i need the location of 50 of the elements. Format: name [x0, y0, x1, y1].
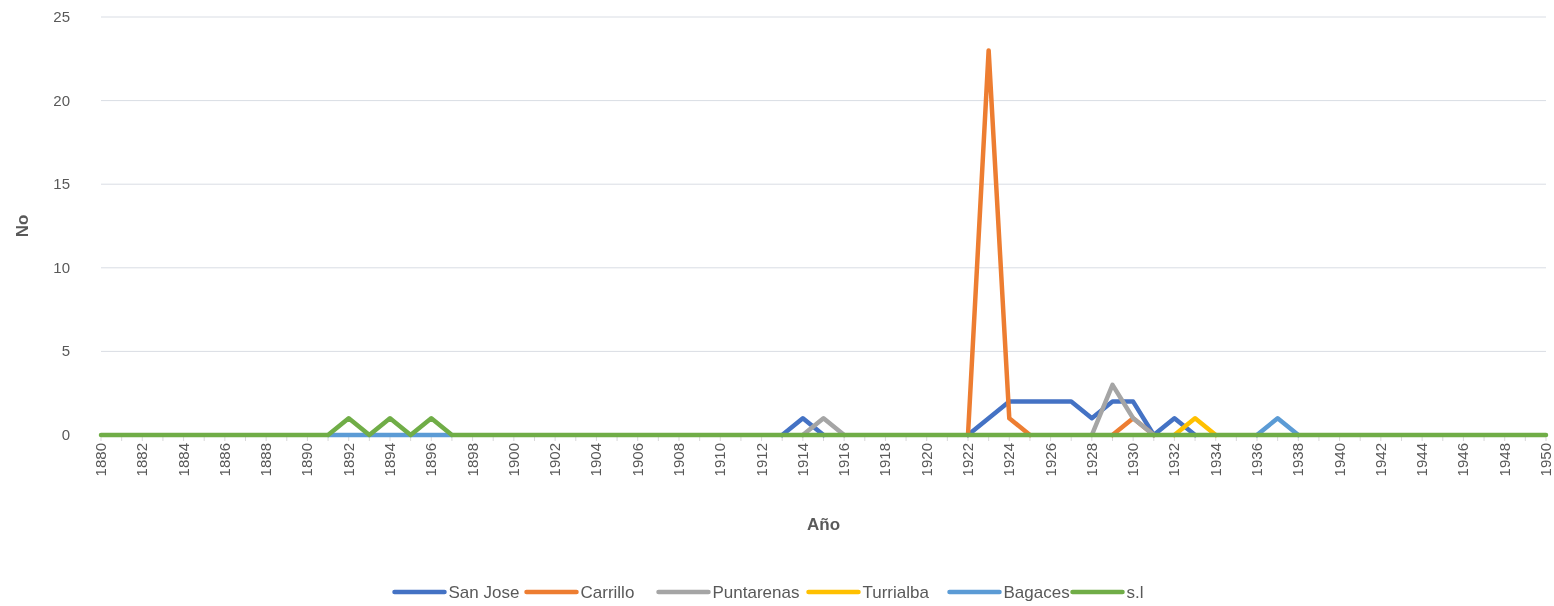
legend-label: Puntarenas — [712, 583, 800, 602]
y-tick-label: 10 — [53, 258, 70, 276]
x-tick-label: 1906 — [628, 443, 646, 477]
x-tick-label: 1934 — [1206, 443, 1224, 477]
y-tick-label: 20 — [53, 91, 70, 109]
x-tick-label: 1880 — [92, 443, 109, 477]
x-tick-label: 1914 — [793, 443, 811, 477]
x-tick-label: 1890 — [298, 443, 316, 477]
x-tick-label: 1940 — [1330, 443, 1348, 477]
x-tick-label: 1882 — [133, 443, 151, 477]
legend-label: Carrillo — [580, 583, 635, 602]
x-tick-label: 1942 — [1371, 443, 1389, 477]
x-tick-label: 1912 — [752, 443, 770, 477]
x-tick-label: 1946 — [1454, 443, 1472, 477]
x-tick-label: 1922 — [959, 443, 976, 477]
x-tick-label: 1894 — [381, 443, 398, 477]
x-tick-label: 1926 — [1041, 443, 1059, 477]
y-axis-title: No — [13, 214, 32, 238]
x-axis-title: Año — [806, 515, 841, 534]
legend-label: San Jose — [448, 583, 520, 602]
x-tick-label: 1888 — [257, 443, 275, 477]
y-tick-label: 25 — [53, 8, 70, 25]
x-tick-label: 1900 — [504, 443, 522, 477]
x-tick-label: 1928 — [1082, 443, 1100, 477]
x-tick-label: 1944 — [1413, 443, 1431, 477]
x-tick-label: 1886 — [215, 443, 233, 477]
x-tick-label: 1884 — [174, 443, 192, 477]
legend-label: s.l — [1126, 583, 1144, 602]
x-tick-label: 1892 — [339, 443, 357, 477]
legend-label: Bagaces — [1003, 583, 1070, 602]
x-tick-label: 1902 — [546, 443, 564, 477]
y-tick-label: 0 — [61, 426, 70, 443]
x-tick-label: 1938 — [1289, 443, 1307, 477]
x-tick-label: 1910 — [711, 443, 729, 477]
x-tick-label: 1932 — [1165, 443, 1183, 477]
x-tick-label: 1920 — [917, 443, 935, 477]
x-tick-label: 1904 — [587, 443, 605, 477]
y-tick-label: 5 — [61, 342, 70, 360]
y-tick-label: 15 — [53, 175, 70, 193]
x-tick-label: 1924 — [1000, 443, 1018, 477]
x-tick-label: 1950 — [1537, 443, 1554, 477]
x-tick-label: 1898 — [463, 443, 481, 477]
x-tick-label: 1936 — [1248, 443, 1265, 477]
x-tick-label: 1908 — [670, 443, 687, 477]
x-tick-label: 1930 — [1124, 443, 1142, 477]
x-tick-label: 1948 — [1495, 443, 1513, 477]
x-tick-label: 1896 — [422, 443, 440, 477]
x-tick-label: 1916 — [835, 443, 853, 477]
legend-label: Turrialba — [862, 583, 930, 602]
x-tick-label: 1918 — [876, 443, 894, 477]
